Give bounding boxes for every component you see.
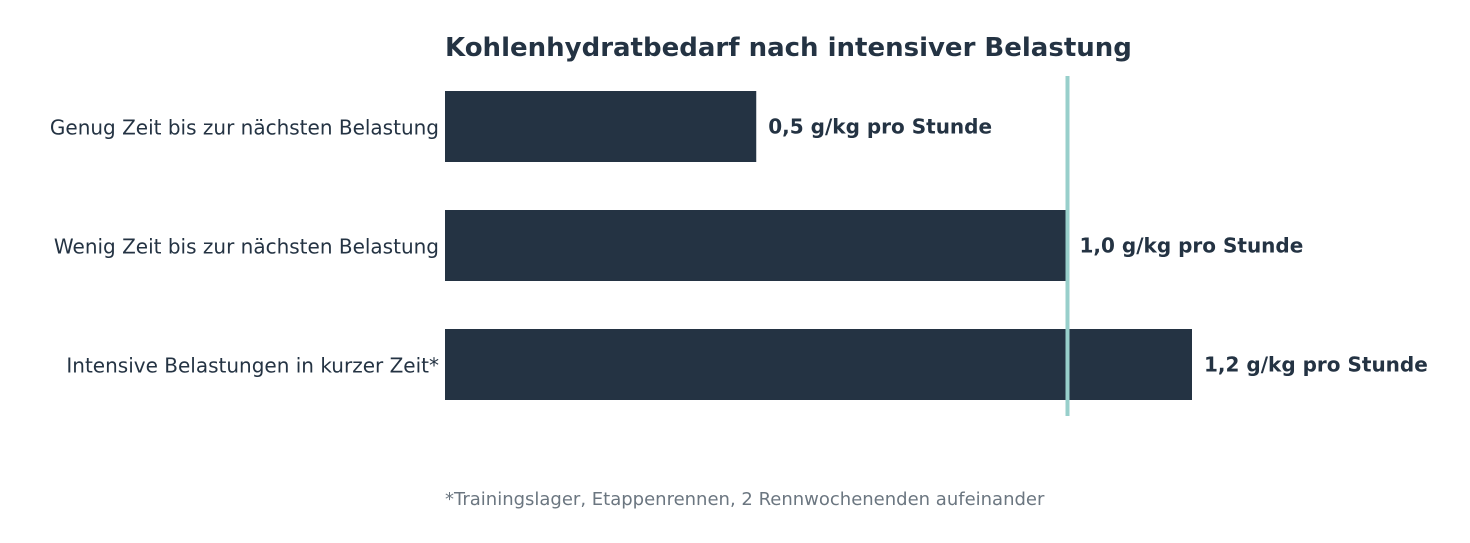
bar-3 (445, 329, 1192, 400)
category-label-3: Intensive Belastungen in kurzer Zeit* (66, 354, 439, 378)
value-label-3: 1,2 g/kg pro Stunde (1204, 353, 1428, 377)
bar-1 (445, 91, 757, 162)
category-label-1: Genug Zeit bis zur nächsten Belastung (50, 116, 439, 140)
chart-footnote: *Trainingslager, Etappenrennen, 2 Rennwo… (445, 489, 1045, 510)
category-label-2: Wenig Zeit bis zur nächsten Belastung (54, 235, 439, 259)
bar-2 (445, 210, 1068, 281)
value-label-1: 0,5 g/kg pro Stunde (768, 115, 992, 139)
chart-title: Kohlenhydratbedarf nach intensiver Belas… (445, 33, 1132, 63)
value-label-2: 1,0 g/kg pro Stunde (1080, 234, 1304, 258)
labels-layer: Genug Zeit bis zur nächsten Belastung 0,5… (50, 115, 1428, 378)
